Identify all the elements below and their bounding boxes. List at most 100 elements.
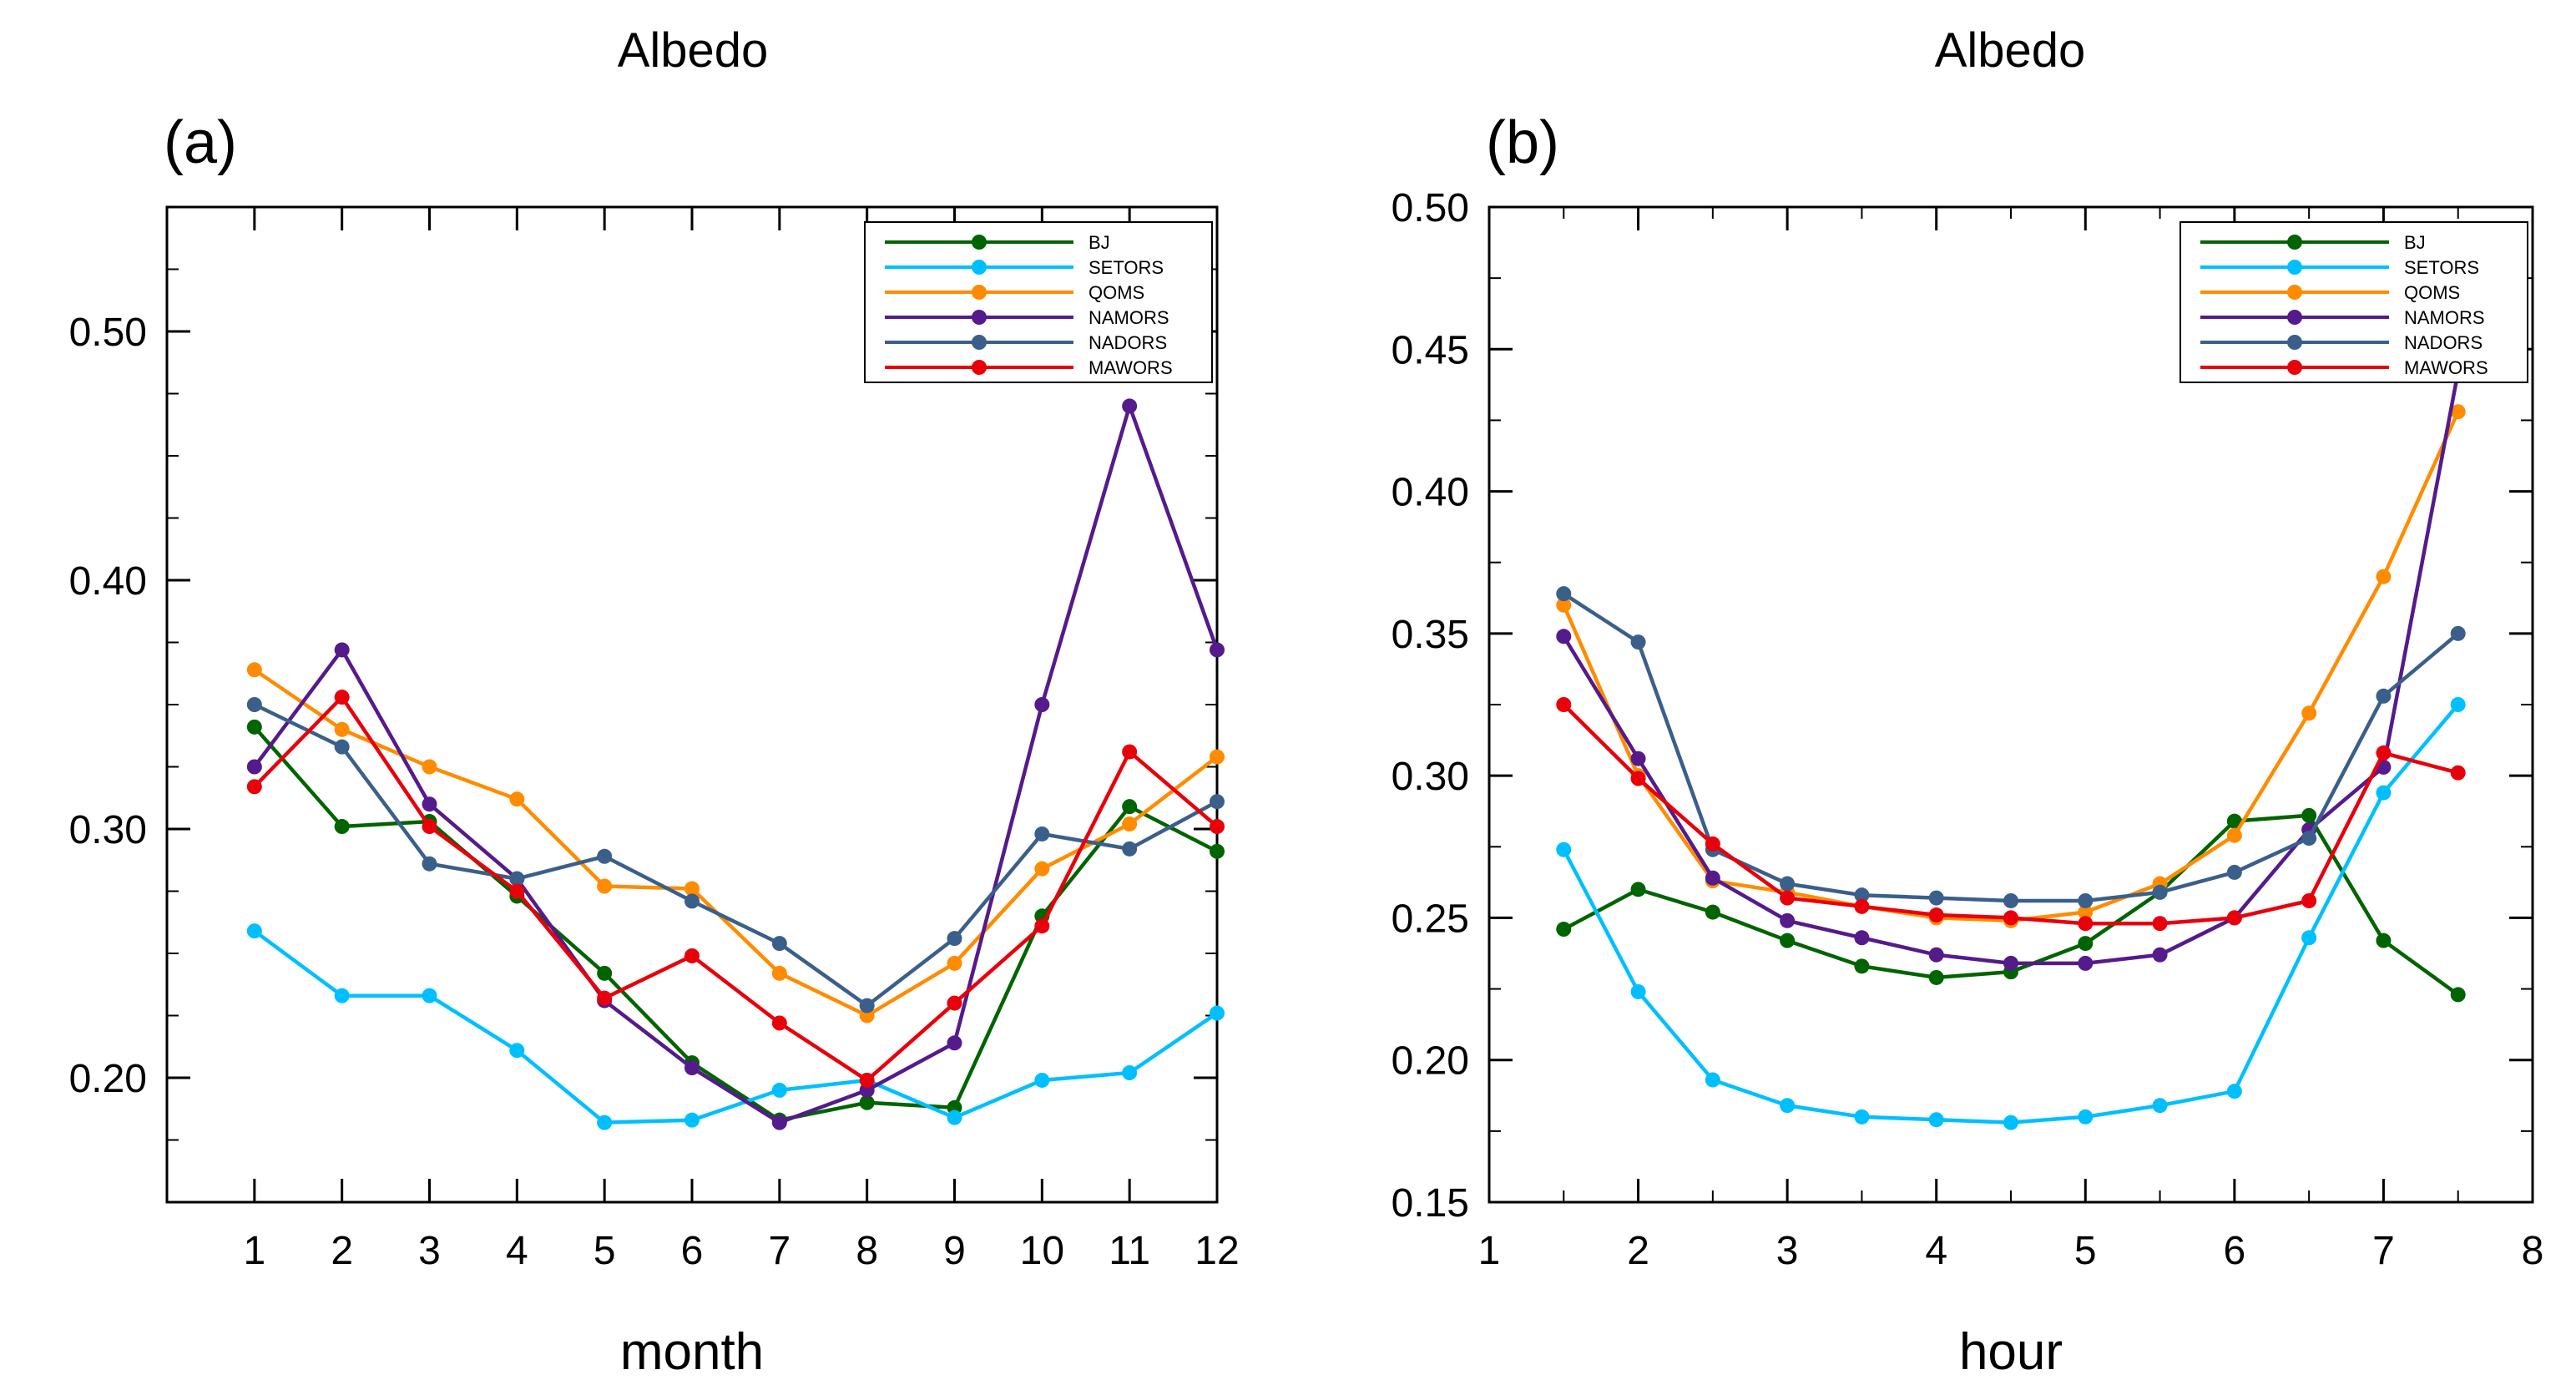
legend-marker [2287,260,2302,275]
data-point [2301,930,2317,946]
data-point [509,791,525,807]
x-tick-label: 4 [1925,1229,1947,1273]
data-point [422,988,437,1003]
data-point [597,965,613,981]
legend-label: NAMORS [2404,307,2485,328]
legend: BJ SETORS QOMS NAMORS NADORS MAWORS [2179,221,2528,383]
y-tick-label: 0.35 [1392,613,1469,657]
legend-item-namors: NAMORS [885,307,1169,328]
x-tick-label: 9 [943,1229,966,1273]
data-point [859,1094,875,1110]
panel-label: (a) [164,109,237,176]
data-point [1854,887,1870,903]
data-point [1122,1065,1138,1081]
x-tick-label: 5 [593,1229,616,1273]
data-point [2301,705,2317,721]
data-point [1210,843,1225,859]
legend-marker [972,260,987,275]
data-point [422,796,437,812]
data-point [2450,625,2466,641]
legend-label: MAWORS [2404,357,2488,378]
data-point [246,697,262,712]
data-point [2376,933,2392,948]
data-point [2301,831,2317,847]
data-point [509,1043,525,1059]
data-point [1780,912,1796,928]
series-setors [1556,697,2466,1130]
data-point [2226,864,2242,880]
legend-label: MAWORS [1088,357,1173,378]
data-point [2376,569,2392,584]
legend-box [864,221,1213,383]
y-tick-label: 0.20 [1392,1039,1469,1084]
data-point [684,1112,700,1128]
data-point [859,1072,875,1088]
data-point [1034,826,1050,842]
legend-item-nadors: NADORS [2200,332,2483,353]
data-point [422,856,437,872]
legend-marker [2287,235,2302,250]
legend-label: NAMORS [1088,307,1169,328]
data-point [771,1015,787,1031]
y-tick-label: 0.20 [69,1057,147,1101]
x-axis-label: hour [1959,1323,2063,1381]
legend-item-setors: SETORS [885,257,1164,278]
data-point [1034,918,1050,934]
data-point [1034,861,1050,877]
data-point [2152,1098,2168,1114]
series-namors [1556,364,2466,971]
data-point [422,819,437,835]
data-point [246,662,262,678]
data-point [1854,958,1870,974]
chart-title: Albedo [618,23,769,78]
data-point [2376,745,2392,761]
data-point [2450,697,2466,712]
panel-b: Albedo (b) 0.15 0.20 0.25 0.30 0.35 0.40 0.45 0.5… [1392,23,2544,1381]
data-point [1705,904,1720,920]
data-point [2301,807,2317,823]
x-tick-label: 1 [243,1229,265,1273]
data-point [1556,586,1572,602]
legend-item-namors: NAMORS [2200,307,2485,328]
legend-label: SETORS [2404,257,2479,278]
data-point [1630,634,1646,650]
legend-item-qoms: QOMS [885,282,1144,303]
series-mawors [246,690,1225,1088]
data-point [422,759,437,775]
data-point [1630,751,1646,766]
series-mawors [1556,697,2466,932]
data-point [2078,1109,2094,1125]
data-point [1556,842,1572,857]
data-point [771,1115,787,1130]
y-tick-label: 0.15 [1392,1181,1469,1226]
data-point [771,965,787,981]
legend-marker [972,285,987,300]
data-point [2078,904,2094,920]
legend-item-mawors: MAWORS [885,357,1173,378]
data-point [2450,765,2466,781]
data-point [947,995,962,1011]
data-point [246,923,262,939]
data-point [334,739,350,755]
data-point [947,1109,962,1125]
data-point [2003,910,2018,926]
legend-marker [2287,310,2302,325]
legend-label: BJ [1088,232,1110,253]
data-point [2003,892,2018,908]
x-axis-label: month [620,1323,764,1381]
data-point [246,719,262,735]
series-line [253,668,1219,1018]
legend-label: NADORS [2404,332,2483,353]
data-point [1854,1109,1870,1125]
x-tick-label: 1 [1478,1229,1501,1273]
legend-item-qoms: QOMS [2200,282,2460,303]
data-point [1556,597,1572,613]
data-point [1928,907,1944,923]
data-point [509,883,525,899]
legend-marker [972,310,987,325]
data-point [246,779,262,795]
data-point [334,988,350,1003]
x-tick-label: 7 [768,1229,790,1273]
data-point [1556,922,1572,938]
